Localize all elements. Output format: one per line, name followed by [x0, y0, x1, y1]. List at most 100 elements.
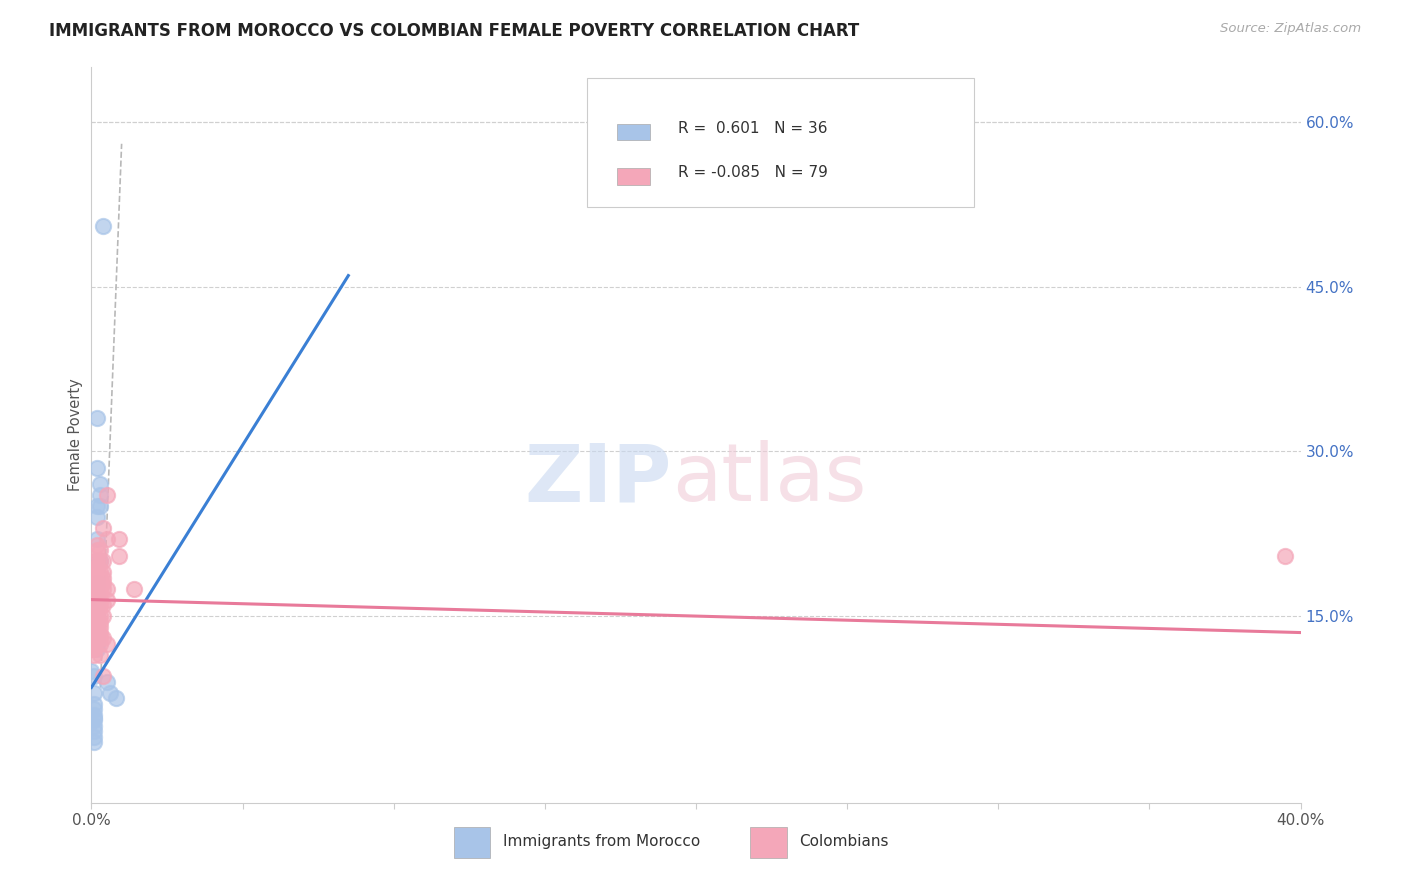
Point [80, 598, 103, 612]
Text: Colombians: Colombians [799, 833, 889, 848]
Point [83, 686, 105, 700]
Point [107, 532, 129, 546]
Point [86, 615, 108, 629]
Point [83, 735, 105, 749]
Point [86, 587, 108, 601]
Point [86, 620, 108, 634]
Point [89, 636, 111, 650]
Point [93, 669, 115, 683]
Text: atlas: atlas [672, 440, 866, 518]
Point [86, 500, 108, 514]
Text: Immigrants from Morocco: Immigrants from Morocco [502, 833, 700, 848]
Point [96, 582, 118, 596]
Point [83, 587, 105, 601]
Point [93, 571, 115, 585]
Point [107, 549, 129, 563]
Point [83, 642, 105, 657]
Point [93, 554, 115, 568]
Point [89, 582, 111, 596]
Point [86, 460, 108, 475]
Point [86, 532, 108, 546]
Text: R = -0.085   N = 79: R = -0.085 N = 79 [678, 165, 828, 180]
Point [96, 592, 118, 607]
Point [83, 625, 105, 640]
Text: ZIP: ZIP [524, 440, 672, 518]
Point [86, 576, 108, 591]
Point [80, 664, 103, 678]
Point [1274, 549, 1296, 563]
Point [83, 620, 105, 634]
Point [83, 669, 105, 683]
Point [80, 636, 103, 650]
Point [83, 724, 105, 739]
FancyBboxPatch shape [751, 827, 787, 858]
Point [83, 604, 105, 618]
Point [86, 636, 108, 650]
Point [83, 711, 105, 725]
Point [86, 510, 108, 524]
Point [86, 559, 108, 574]
FancyBboxPatch shape [454, 827, 491, 858]
Point [86, 587, 108, 601]
Point [83, 582, 105, 596]
Point [83, 702, 105, 716]
Point [80, 615, 103, 629]
Point [80, 604, 103, 618]
Point [89, 554, 111, 568]
Point [83, 615, 105, 629]
Point [93, 576, 115, 591]
Point [80, 587, 103, 601]
Text: IMMIGRANTS FROM MOROCCO VS COLOMBIAN FEMALE POVERTY CORRELATION CHART: IMMIGRANTS FROM MOROCCO VS COLOMBIAN FEM… [49, 22, 859, 40]
Point [80, 609, 103, 624]
Point [83, 719, 105, 733]
Point [96, 675, 118, 690]
Point [86, 592, 108, 607]
Point [86, 565, 108, 579]
Point [83, 565, 105, 579]
Point [86, 582, 108, 596]
FancyBboxPatch shape [588, 78, 974, 207]
Point [83, 576, 105, 591]
Point [93, 598, 115, 612]
Point [104, 691, 127, 706]
FancyBboxPatch shape [617, 124, 650, 140]
Point [93, 219, 115, 234]
Point [89, 565, 111, 579]
Point [93, 521, 115, 535]
Point [89, 648, 111, 662]
Point [86, 411, 108, 425]
Point [80, 631, 103, 645]
Point [89, 625, 111, 640]
Point [86, 604, 108, 618]
Point [89, 543, 111, 558]
Point [80, 620, 103, 634]
Point [86, 631, 108, 645]
Point [89, 609, 111, 624]
Point [83, 707, 105, 722]
Point [83, 631, 105, 645]
Point [89, 598, 111, 612]
Point [96, 488, 118, 502]
Point [122, 582, 145, 596]
Point [86, 625, 108, 640]
Point [86, 554, 108, 568]
Point [83, 636, 105, 650]
Point [89, 620, 111, 634]
Point [86, 598, 108, 612]
Point [86, 598, 108, 612]
Point [89, 592, 111, 607]
Point [86, 625, 108, 640]
Point [93, 582, 115, 596]
Point [86, 631, 108, 645]
Point [86, 554, 108, 568]
FancyBboxPatch shape [617, 168, 650, 185]
Y-axis label: Female Poverty: Female Poverty [67, 378, 83, 491]
Point [80, 582, 103, 596]
Point [83, 648, 105, 662]
Point [89, 615, 111, 629]
Point [83, 714, 105, 728]
Point [89, 571, 111, 585]
Text: Source: ZipAtlas.com: Source: ZipAtlas.com [1220, 22, 1361, 36]
Point [89, 477, 111, 491]
Point [83, 554, 105, 568]
